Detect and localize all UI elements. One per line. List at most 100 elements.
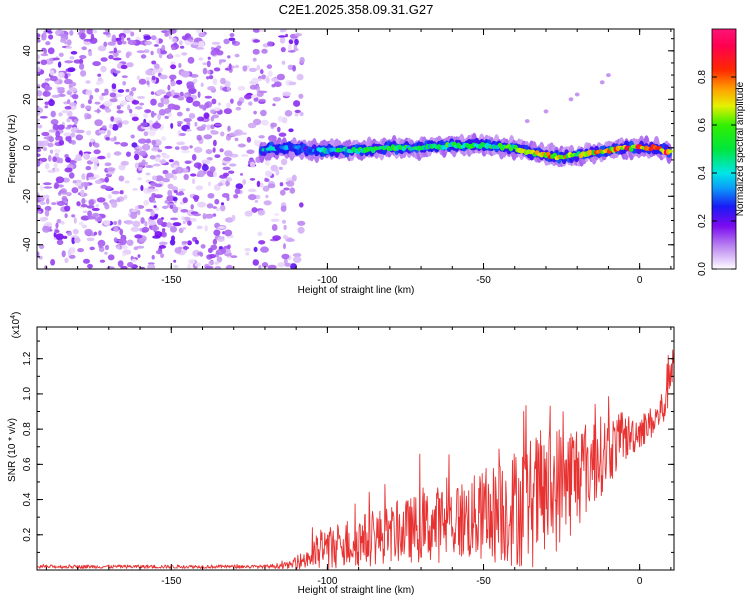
colorbar-label: Normalized spectral amplitude	[735, 81, 746, 216]
noise-blob	[280, 158, 288, 166]
noise-blob	[191, 154, 197, 161]
noise-blob	[254, 139, 258, 146]
noise-blob	[112, 57, 122, 61]
noise-blob	[276, 73, 285, 81]
noise-blob	[144, 125, 151, 131]
noise-blob	[202, 62, 207, 66]
noise-blob	[44, 90, 48, 97]
noise-blob	[37, 118, 40, 122]
noise-blob	[151, 70, 156, 76]
noise-blob	[220, 131, 225, 137]
noise-blob	[107, 254, 115, 261]
noise-blob	[77, 248, 84, 253]
noise-blob	[67, 249, 71, 257]
noise-blob	[50, 75, 58, 82]
noise-blob	[54, 229, 60, 233]
noise-blob	[85, 105, 92, 111]
noise-blob	[265, 77, 270, 84]
noise-blob	[70, 132, 76, 138]
y-tick-label: 20	[22, 93, 33, 105]
noise-blob	[196, 225, 203, 230]
noise-blob	[97, 77, 103, 82]
noise-blob	[52, 57, 60, 61]
noise-blob	[151, 175, 158, 181]
noise-blob	[64, 167, 73, 173]
noise-blob	[117, 122, 123, 128]
noise-blob	[47, 169, 55, 173]
noise-blob	[48, 99, 55, 107]
noise-blob	[87, 99, 92, 105]
noise-blob	[291, 174, 297, 182]
noise-blob	[237, 143, 246, 148]
noise-blob	[253, 110, 257, 115]
noise-blob	[130, 212, 138, 219]
noise-blob	[256, 180, 261, 188]
noise-blob	[140, 217, 145, 224]
noise-blob	[92, 29, 98, 34]
noise-blob	[44, 86, 53, 91]
noise-blob	[109, 98, 118, 103]
noise-blob	[111, 83, 117, 90]
noise-blob	[167, 84, 171, 91]
noise-blob	[166, 222, 173, 228]
noise-blob	[207, 56, 211, 60]
noise-blob	[164, 107, 172, 114]
noise-blob	[164, 173, 174, 179]
noise-blob	[217, 236, 225, 242]
noise-blob	[212, 213, 217, 217]
noise-blob	[118, 164, 126, 171]
noise-blob	[105, 108, 112, 113]
noise-blob	[65, 46, 73, 49]
noise-blob	[38, 244, 45, 250]
noise-blob	[58, 139, 65, 146]
noise-blob	[205, 149, 213, 155]
noise-blob	[248, 194, 257, 201]
noise-blob	[55, 130, 61, 138]
noise-blob	[141, 226, 150, 233]
noise-blob	[170, 89, 175, 97]
y-tick-label: 0.8	[22, 422, 33, 436]
noise-blob	[94, 101, 101, 105]
noise-blob	[189, 218, 197, 222]
noise-blob	[68, 172, 75, 179]
noise-blob	[153, 63, 160, 70]
noise-blob	[170, 122, 174, 129]
noise-blob	[37, 251, 40, 257]
noise-blob	[162, 154, 170, 159]
noise-blob	[197, 170, 205, 178]
noise-blob	[181, 241, 189, 244]
noise-blob	[150, 35, 157, 41]
noise-blob	[201, 164, 209, 171]
noise-blob	[217, 182, 224, 187]
noise-blob	[46, 29, 52, 32]
x-tick-label: -50	[476, 576, 491, 587]
noise-blob	[219, 204, 226, 212]
noise-blob	[292, 65, 296, 72]
noise-blob	[162, 205, 169, 209]
noise-blob	[163, 98, 170, 105]
noise-blob	[207, 70, 211, 75]
noise-blob	[126, 151, 131, 157]
noise-blob	[216, 256, 223, 263]
noise-blob	[260, 69, 264, 75]
noise-blob	[161, 44, 166, 52]
noise-blob	[134, 205, 139, 211]
noise-blob	[172, 222, 182, 227]
noise-blob	[118, 175, 125, 182]
noise-blob	[150, 50, 154, 56]
noise-blob	[98, 230, 102, 236]
noise-blob	[232, 39, 236, 45]
noise-blob	[122, 253, 127, 257]
noise-blob	[117, 89, 125, 93]
noise-blob	[133, 246, 139, 251]
noise-blob	[85, 80, 91, 84]
noise-blob	[228, 170, 235, 174]
noise-blob	[60, 188, 68, 195]
noise-blob	[99, 95, 104, 101]
noise-blob	[143, 199, 149, 206]
noise-blob	[150, 210, 155, 217]
noise-blob	[140, 185, 144, 191]
noise-blob	[190, 204, 194, 210]
noise-blob	[279, 29, 285, 33]
noise-blob	[284, 110, 293, 117]
